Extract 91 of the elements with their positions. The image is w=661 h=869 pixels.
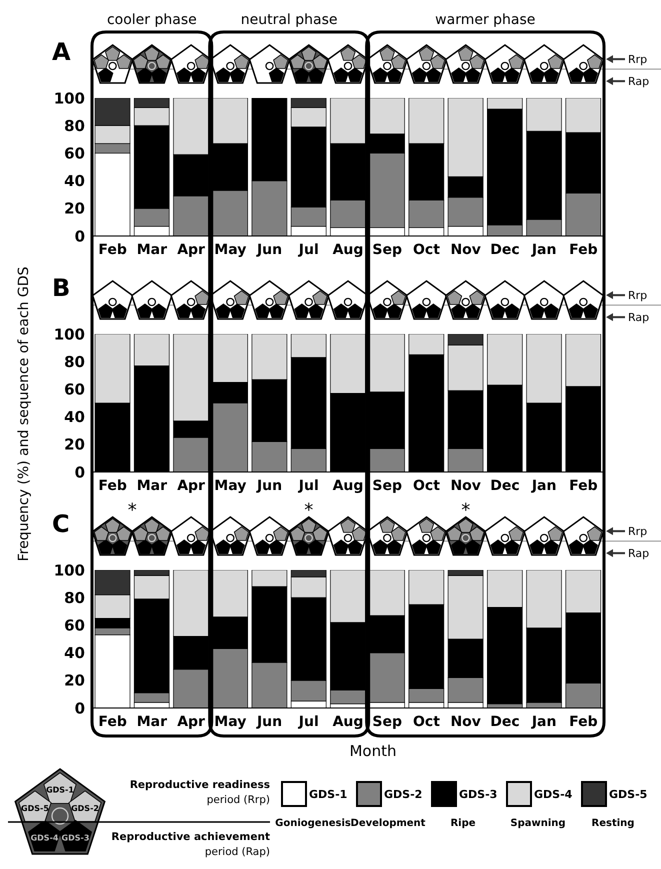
x-tick-label: Apr [177, 242, 206, 258]
x-tick-label: Nov [450, 478, 481, 494]
y-tick-label: 100 [54, 325, 85, 344]
text: * [461, 500, 470, 521]
x-tick-label: Feb [569, 714, 598, 730]
x-tick-label: Sep [372, 242, 402, 258]
text: * [304, 500, 314, 521]
x-tick-label: Jan [530, 242, 556, 258]
text: cooler phase [106, 12, 197, 28]
y-tick-label: 40 [64, 408, 85, 426]
y-tick-label: 0 [74, 699, 85, 718]
legend-label: GDS-3 [459, 788, 498, 801]
text: Rrp [628, 289, 648, 302]
y-tick-label: 20 [64, 672, 85, 690]
text: Rrp [628, 53, 648, 66]
legend-label: GDS-4 [534, 788, 573, 801]
x-tick-label: Dec [490, 242, 520, 258]
y-tick-label: 80 [64, 116, 85, 135]
legend-label: GDS-5 [609, 788, 648, 801]
x-tick-label: Feb [98, 242, 127, 258]
text: Resting [592, 818, 634, 829]
x-tick-label: Jun [256, 714, 282, 730]
x-tick-label: May [214, 714, 246, 730]
y-tick-label: 40 [64, 644, 85, 662]
legend-label: GDS-2 [384, 788, 422, 801]
x-tick-label: May [214, 478, 246, 494]
text: Reproductive readiness period (Rrp) [130, 779, 270, 806]
text: GDS-3 [62, 833, 90, 842]
x-tick-label: Feb [98, 478, 127, 494]
x-tick-label: Apr [177, 478, 206, 494]
text: GDS-2 [71, 804, 99, 813]
y-tick-label: 100 [54, 89, 85, 108]
y-tick-label: 100 [54, 561, 85, 580]
y-tick-label: 20 [64, 200, 85, 218]
x-tick-label: Jan [530, 478, 556, 494]
x-tick-label: Apr [177, 714, 206, 730]
text: Rap [628, 547, 650, 560]
text: GDS-5 [21, 804, 50, 813]
x-tick-label: Mar [136, 714, 168, 730]
x-tick-label: Nov [450, 714, 481, 730]
x-tick-label: Feb [569, 478, 598, 494]
text: GDS-1 [46, 786, 74, 795]
x-axis-title: Month [348, 742, 398, 760]
text: Rap [628, 311, 650, 324]
x-tick-label: Jun [256, 478, 282, 494]
text: * [128, 500, 137, 521]
text: Goniogenesis [275, 818, 351, 829]
y-tick-label: 0 [74, 463, 85, 482]
text: warmer phase [435, 12, 536, 28]
x-tick-label: Oct [413, 242, 440, 258]
x-tick-label: Dec [490, 714, 520, 730]
y-tick-label: 60 [64, 144, 85, 163]
text: Rrp [628, 525, 648, 538]
chart-title: C [52, 510, 70, 538]
chart-title: A [52, 38, 71, 66]
x-tick-label: Oct [413, 478, 440, 494]
x-tick-label: Sep [372, 714, 402, 730]
y-tick-label: 80 [64, 352, 85, 371]
x-tick-label: Jun [256, 242, 282, 258]
x-tick-label: Nov [450, 242, 481, 258]
x-tick-label: Aug [332, 478, 364, 494]
text: Development [350, 818, 426, 829]
x-tick-label: Feb [98, 714, 127, 730]
x-tick-label: Jul [298, 242, 319, 258]
x-tick-label: Oct [413, 714, 440, 730]
x-tick-label: Aug [332, 242, 364, 258]
y-tick-label: 20 [64, 436, 85, 454]
x-tick-label: Mar [136, 242, 168, 258]
legend-label: GDS-1 [309, 788, 348, 801]
x-tick-label: Aug [332, 714, 364, 730]
y-tick-label: 0 [74, 227, 85, 246]
y-axis-title: Frequency (%) and sequence of each GDS [16, 266, 32, 562]
text: Reproductive achievement period (Rap) [111, 831, 270, 858]
x-tick-label: Jan [530, 714, 556, 730]
x-tick-label: Dec [490, 478, 520, 494]
text: Spawning [510, 818, 566, 829]
x-tick-label: Mar [136, 478, 168, 494]
y-tick-label: 60 [64, 380, 85, 399]
text: Ripe [450, 818, 476, 829]
x-tick-label: May [214, 242, 246, 258]
x-tick-label: Feb [569, 242, 598, 258]
text: GDS-4 [30, 833, 59, 842]
y-tick-label: 80 [64, 588, 85, 607]
x-tick-label: Jul [298, 714, 319, 730]
chart-title: B [52, 274, 70, 302]
y-tick-label: 40 [64, 172, 85, 190]
x-tick-label: Jul [298, 478, 319, 494]
text: Rap [628, 75, 650, 88]
x-tick-label: Sep [372, 478, 402, 494]
y-tick-label: 60 [64, 616, 85, 635]
text: neutral phase [240, 12, 338, 28]
